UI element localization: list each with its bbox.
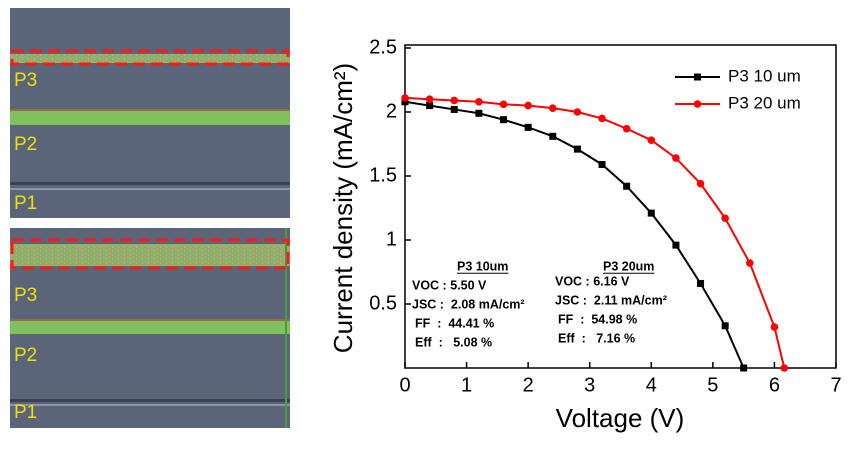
annotation-line: VOC : 5.50 V: [412, 278, 487, 292]
annotation-line: Eff : 5.08 %: [415, 335, 492, 349]
layer-label: P2: [14, 134, 37, 155]
annotation-title: P3 20um: [603, 259, 654, 273]
layer-label: P3: [14, 70, 37, 91]
data-point: [524, 123, 532, 131]
data-point: [425, 95, 434, 103]
legend-label: P3 10 um: [728, 66, 801, 85]
data-point: [721, 214, 729, 223]
annotation-line: Eff : 7.16 %: [558, 331, 635, 345]
x-tick-label: 7: [830, 374, 841, 396]
y-axis-label: Current density (mA/cm²): [328, 63, 358, 353]
annotation-line: JSC : 2.11 mA/cm²: [555, 293, 667, 307]
x-tick-label: 1: [461, 374, 472, 396]
data-point: [475, 109, 483, 117]
data-point: [746, 259, 754, 267]
data-point: [450, 105, 458, 113]
data-point: [622, 124, 631, 133]
annotation-line: FF : 44.41 %: [415, 316, 494, 330]
data-point: [672, 241, 680, 249]
x-tick-label: 4: [646, 374, 657, 396]
data-point: [573, 108, 582, 116]
legend-marker: [694, 73, 701, 81]
data-point: [499, 100, 508, 109]
data-point: [672, 154, 680, 162]
data-point: [475, 97, 483, 106]
data-point: [549, 132, 557, 140]
annotation-line: FF : 54.98 %: [558, 312, 637, 326]
data-point: [401, 94, 409, 102]
layer-label: P1: [14, 193, 37, 214]
data-point: [697, 280, 705, 288]
layer-label: P3: [14, 285, 37, 306]
x-tick-label: 0: [399, 374, 410, 396]
data-point: [500, 116, 508, 124]
annotation-line: JSC : 2.08 mA/cm²: [412, 297, 525, 311]
annotation-line: VOC : 6.16 V: [555, 274, 630, 288]
data-point: [450, 96, 459, 105]
y-tick-label: 1.5: [369, 164, 397, 186]
layer-label: P2: [14, 345, 37, 366]
data-point: [524, 101, 532, 110]
legend-label: P3 20 um: [728, 93, 801, 112]
data-point: [770, 323, 779, 331]
x-tick-label: 3: [584, 374, 595, 396]
data-point: [573, 145, 581, 153]
y-tick-label: 0.5: [369, 292, 397, 314]
data-point: [598, 160, 606, 168]
data-point: [598, 114, 606, 123]
annotation-title: P3 10um: [457, 259, 508, 273]
data-point: [780, 364, 789, 372]
layer-label: P1: [14, 402, 37, 423]
plot-frame: [404, 44, 837, 369]
data-point: [721, 322, 729, 330]
data-point: [647, 136, 656, 144]
data-point: [548, 104, 557, 112]
micrograph-top: [10, 8, 290, 218]
y-tick-label: 2: [386, 100, 397, 122]
x-tick-label: 2: [523, 374, 534, 396]
x-tick-label: 5: [707, 374, 718, 396]
data-point: [401, 98, 409, 106]
y-tick-label: 2.5: [369, 36, 397, 58]
data-point: [426, 102, 434, 110]
data-point: [696, 179, 705, 188]
data-point: [740, 364, 748, 372]
x-tick-label: 6: [769, 374, 780, 396]
data-point: [647, 209, 655, 217]
legend-marker: [693, 100, 702, 108]
y-tick-label: 1: [386, 228, 397, 250]
x-axis-label: Voltage (V): [556, 403, 685, 433]
data-point: [623, 182, 631, 190]
micrograph-bottom: [10, 228, 290, 428]
